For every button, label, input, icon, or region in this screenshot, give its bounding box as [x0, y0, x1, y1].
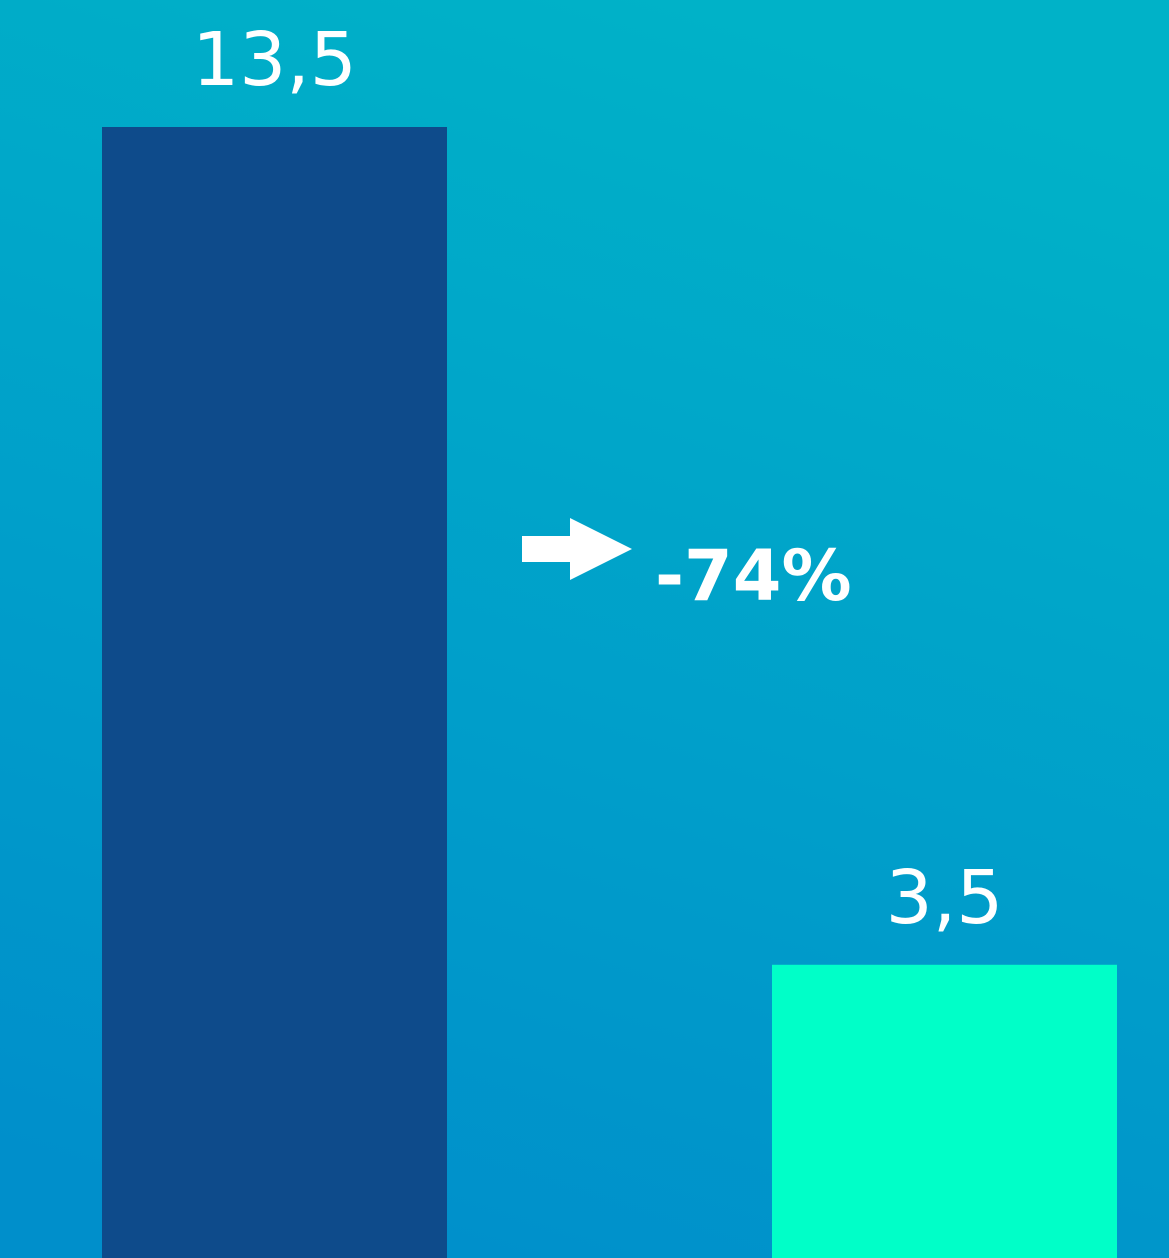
- value-label: 3,5: [886, 855, 1004, 941]
- bar: [102, 127, 447, 1258]
- value-label: 13,5: [192, 17, 357, 103]
- arrow-icon: [522, 518, 632, 580]
- bar: [772, 964, 1117, 1258]
- annotation: -74%: [655, 535, 852, 617]
